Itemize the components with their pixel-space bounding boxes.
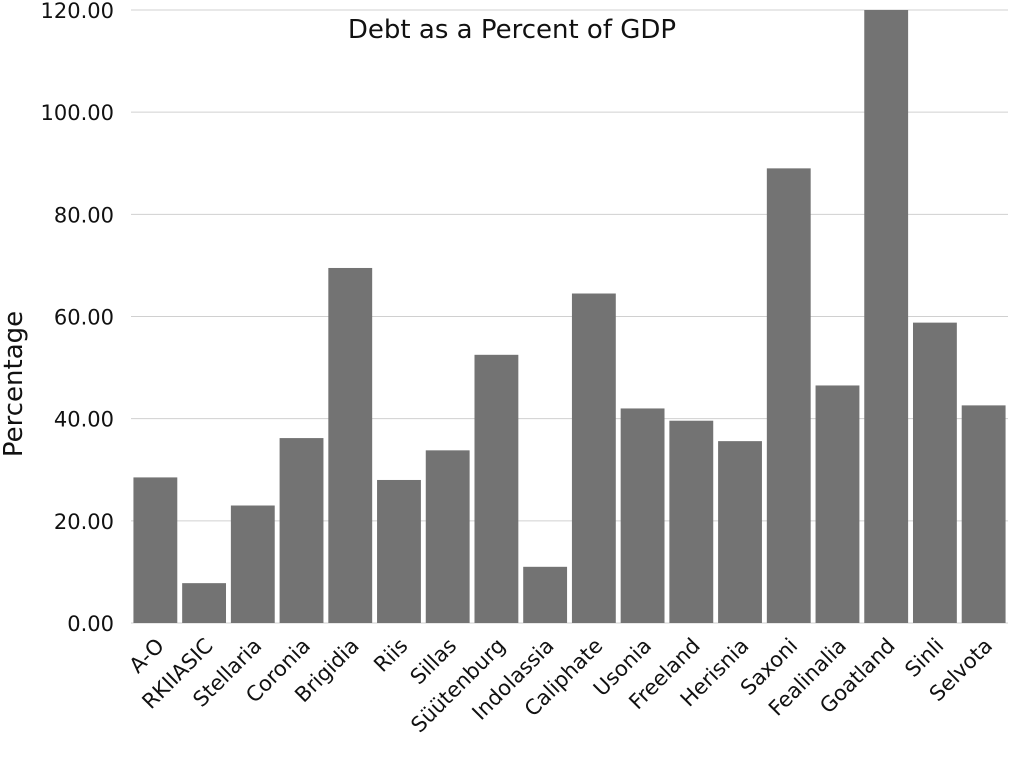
bar-s-tenburg [474,354,519,623]
y-tick-label: 60.00 [54,306,114,330]
bar-goatland [864,10,909,623]
x-category-label: Riis [369,634,412,677]
y-tick-label: 80.00 [54,203,114,227]
bar-brigidia [328,267,373,623]
bar-a-o [133,477,178,623]
bars [133,10,1006,624]
y-axis-ticks: 0.00 20.00 40.00 60.00 80.00 100.00 120.00 [41,0,114,636]
bar-coronia [279,438,324,623]
bar-stellaria [230,505,275,623]
y-tick-label: 40.00 [54,408,114,432]
bar-sillas [425,450,470,623]
bar-selvota [961,405,1006,623]
y-tick-label: 0.00 [67,612,114,636]
bar-sinli [912,322,957,623]
bar-herisnia [718,441,762,623]
chart-title: Debt as a Percent of GDP [348,15,676,45]
bar-fealinalia [815,385,860,623]
bar-freeland [669,420,714,623]
bar-riis [377,479,421,623]
bar-rkiiasic [182,583,227,623]
bar-caliphate [571,293,616,623]
y-axis-label: Percentage [0,311,29,457]
y-tick-label: 20.00 [54,510,114,534]
bar-indolassia [523,566,568,623]
bar-usonia [620,408,665,623]
bar-saxoni [766,168,811,624]
y-tick-label: 100.00 [41,101,114,125]
gridlines [131,9,1008,624]
y-tick-label: 120.00 [41,0,114,23]
